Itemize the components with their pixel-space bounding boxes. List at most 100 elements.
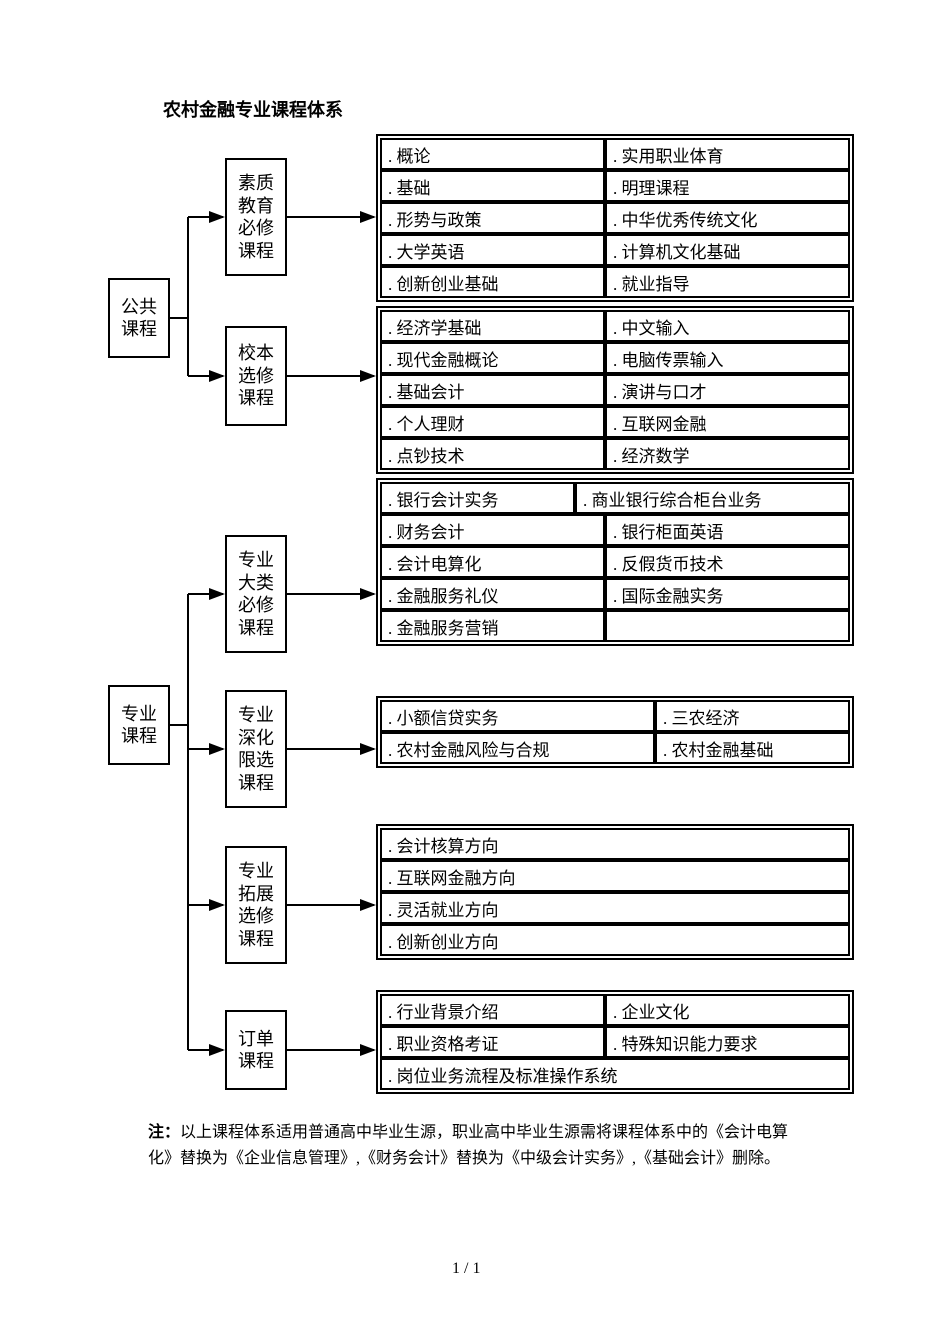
- b1: 素质教育必修课程: [225, 158, 287, 276]
- course-cell: 演讲与口才: [605, 374, 850, 406]
- course-label: 银行柜面英语: [613, 518, 724, 543]
- course-label: 特殊知识能力要求: [613, 1030, 758, 1055]
- course-cell: 反假货币技术: [605, 546, 850, 578]
- course-label: 实用职业体育: [613, 142, 724, 167]
- course-cell: 电脑传票输入: [605, 342, 850, 374]
- b2: 校本选修课程: [225, 326, 287, 426]
- course-label: 个人理财: [388, 410, 465, 435]
- course-cell: 灵活就业方向: [380, 892, 850, 924]
- course-label: 金融服务礼仪: [388, 582, 499, 607]
- course-cell: 点钞技术: [380, 438, 605, 470]
- course-label: 现代金融概论: [388, 346, 499, 371]
- course-label: 国际金融实务: [613, 582, 724, 607]
- course-cell: 经济学基础: [380, 310, 605, 342]
- course-cell: 金融服务营销: [380, 610, 605, 642]
- course-cell: 大学英语: [380, 234, 605, 266]
- root-prof: 专业课程: [108, 685, 170, 765]
- course-cell: 基础: [380, 170, 605, 202]
- course-cell: 创新创业基础: [380, 266, 605, 298]
- course-cell: 农村金融风险与合规: [380, 732, 655, 764]
- course-label: 中华优秀传统文化: [613, 206, 758, 231]
- course-cell: 会计核算方向: [380, 828, 850, 860]
- course-cell: 中华优秀传统文化: [605, 202, 850, 234]
- course-cell: 会计电算化: [380, 546, 605, 578]
- footnote-line: 化》替换为《企业信息管理》,《财务会计》替换为《中级会计实务》,《基础会计》删除…: [148, 1146, 848, 1172]
- course-label: 商业银行综合柜台业务: [583, 486, 762, 511]
- page-number: 1 / 1: [452, 1260, 480, 1278]
- course-label: 电脑传票输入: [613, 346, 724, 371]
- b5: 专业拓展选修课程: [225, 846, 287, 964]
- course-cell: 小额信贷实务: [380, 700, 655, 732]
- course-cell: 岗位业务流程及标准操作系统: [380, 1058, 850, 1090]
- node-label: 专业课程: [121, 703, 157, 748]
- footnote-line: 注：以上课程体系适用普通高中毕业生源，职业高中毕业生源需将课程体系中的《会计电算: [148, 1120, 848, 1146]
- course-cell: 计算机文化基础: [605, 234, 850, 266]
- course-cell: 农村金融基础: [655, 732, 850, 764]
- node-label: 素质教育必修课程: [238, 172, 274, 262]
- course-cell: 企业文化: [605, 994, 850, 1026]
- root-public: 公共课程: [108, 278, 170, 358]
- course-cell: [605, 610, 850, 642]
- course-cell: 银行会计实务: [380, 482, 575, 514]
- node-label: 公共课程: [121, 296, 157, 341]
- course-cell: 国际金融实务: [605, 578, 850, 610]
- b4: 专业深化限选课程: [225, 690, 287, 808]
- course-label: 会计电算化: [388, 550, 482, 575]
- course-cell: 金融服务礼仪: [380, 578, 605, 610]
- footnote: 注：以上课程体系适用普通高中毕业生源，职业高中毕业生源需将课程体系中的《会计电算…: [148, 1120, 848, 1171]
- course-label: 点钞技术: [388, 442, 465, 467]
- b6: 订单课程: [225, 1010, 287, 1090]
- course-cell: 职业资格考证: [380, 1026, 605, 1058]
- course-label: 金融服务营销: [388, 614, 499, 639]
- course-cell: 中文输入: [605, 310, 850, 342]
- course-label: 计算机文化基础: [613, 238, 741, 263]
- course-label: 大学英语: [388, 238, 465, 263]
- course-label: 明理课程: [613, 174, 690, 199]
- course-label: 概论: [388, 142, 431, 167]
- course-label: 中文输入: [613, 314, 690, 339]
- course-label: 农村金融基础: [663, 736, 774, 761]
- course-label: 岗位业务流程及标准操作系统: [388, 1062, 618, 1087]
- course-cell: 财务会计: [380, 514, 605, 546]
- course-cell: 个人理财: [380, 406, 605, 438]
- course-cell: 基础会计: [380, 374, 605, 406]
- course-cell: 创新创业方向: [380, 924, 850, 956]
- course-label: 经济数学: [613, 442, 690, 467]
- b3: 专业大类必修课程: [225, 535, 287, 653]
- course-label: 创新创业方向: [388, 928, 499, 953]
- course-cell: 形势与政策: [380, 202, 605, 234]
- course-cell: 互联网金融方向: [380, 860, 850, 892]
- course-cell: 行业背景介绍: [380, 994, 605, 1026]
- node-label: 专业深化限选课程: [238, 704, 274, 794]
- course-label: 小额信贷实务: [388, 704, 499, 729]
- footnote-prefix: 注：: [148, 1124, 180, 1141]
- diagram-title: 农村金融专业课程体系: [163, 96, 343, 122]
- course-label: 基础会计: [388, 378, 465, 403]
- course-label: 灵活就业方向: [388, 896, 499, 921]
- course-cell: 互联网金融: [605, 406, 850, 438]
- course-label: 职业资格考证: [388, 1030, 499, 1055]
- course-cell: 概论: [380, 138, 605, 170]
- course-label: 互联网金融方向: [388, 864, 516, 889]
- course-label: 企业文化: [613, 998, 690, 1023]
- course-cell: 特殊知识能力要求: [605, 1026, 850, 1058]
- course-cell: 就业指导: [605, 266, 850, 298]
- course-label: 就业指导: [613, 270, 690, 295]
- course-label: 互联网金融: [613, 410, 707, 435]
- course-label: 形势与政策: [388, 206, 482, 231]
- course-label: 创新创业基础: [388, 270, 499, 295]
- course-cell: 三农经济: [655, 700, 850, 732]
- course-label: 银行会计实务: [388, 486, 499, 511]
- course-label: 三农经济: [663, 704, 740, 729]
- node-label: 校本选修课程: [238, 342, 274, 410]
- course-label: 基础: [388, 174, 431, 199]
- course-cell: 经济数学: [605, 438, 850, 470]
- course-label: 行业背景介绍: [388, 998, 499, 1023]
- course-label: 反假货币技术: [613, 550, 724, 575]
- course-cell: 银行柜面英语: [605, 514, 850, 546]
- course-label: 演讲与口才: [613, 378, 707, 403]
- course-cell: 现代金融概论: [380, 342, 605, 374]
- node-label: 订单课程: [238, 1028, 274, 1073]
- course-cell: 实用职业体育: [605, 138, 850, 170]
- node-label: 专业拓展选修课程: [238, 860, 274, 950]
